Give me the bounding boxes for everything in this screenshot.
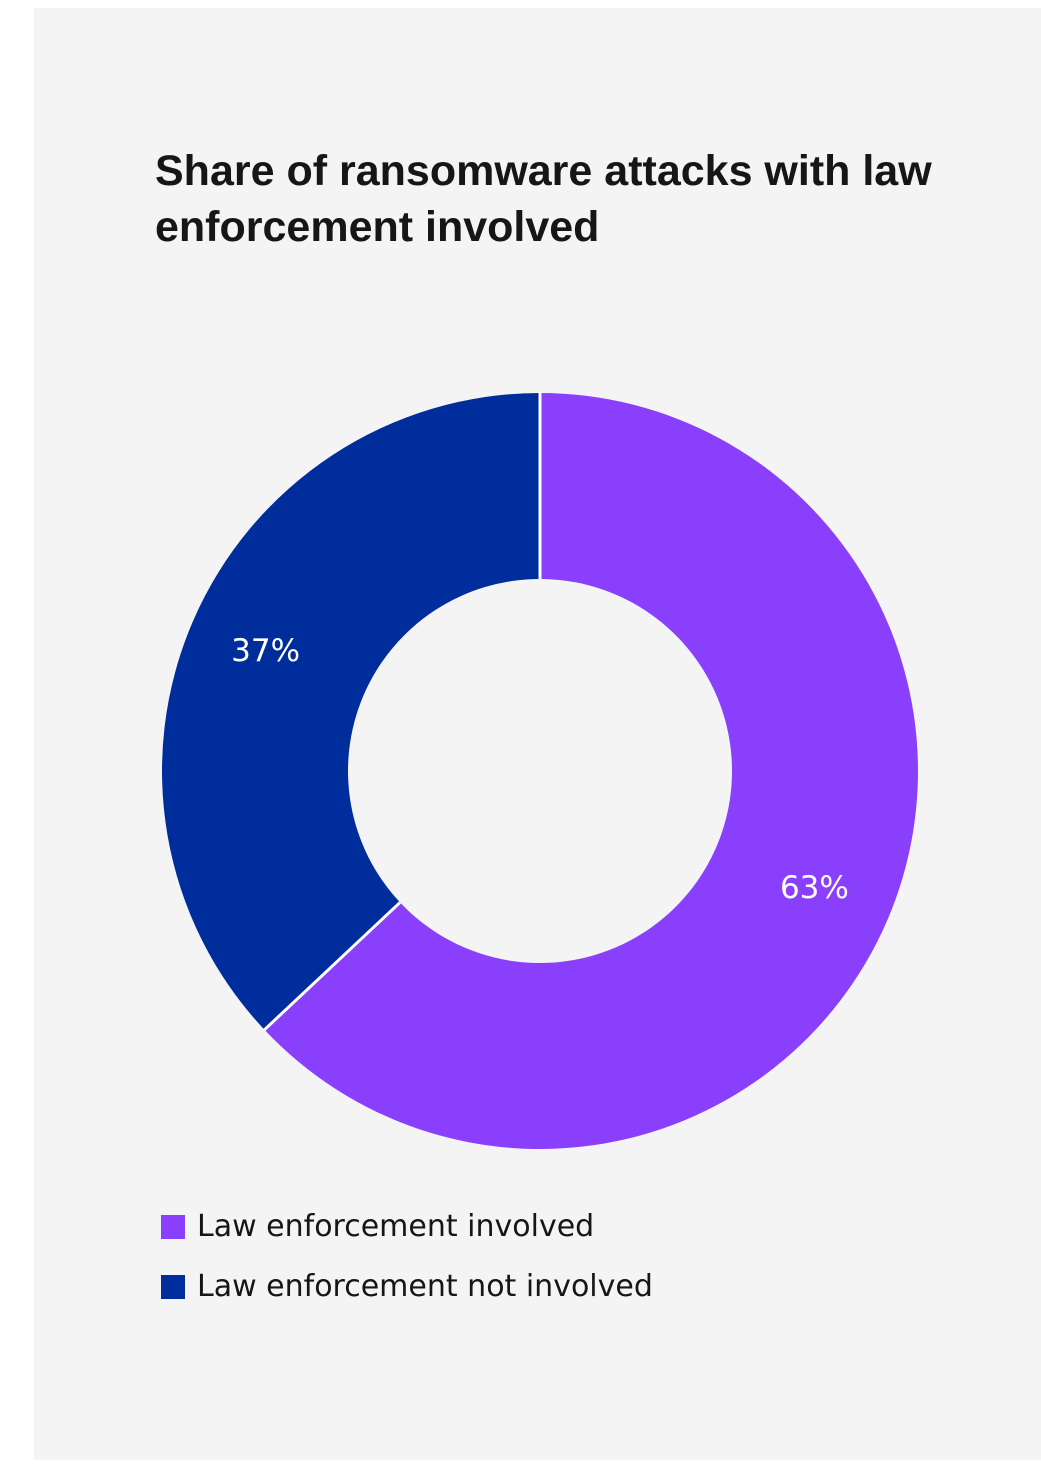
chart-card: Share of ransomware attacks with law enf… — [34, 8, 1041, 1460]
slice-divider-1 — [262, 901, 402, 1032]
legend-swatch-not-involved — [161, 1274, 185, 1299]
legend-label-involved: Law enforcement involved — [197, 1209, 595, 1244]
legend-item-not-involved: Law enforcement not involved — [161, 1264, 653, 1309]
legend: Law enforcement involved Law enforcement… — [161, 1204, 653, 1324]
data-label-involved: 63% — [780, 870, 849, 906]
legend-item-involved: Law enforcement involved — [161, 1204, 653, 1249]
slice-involved — [264, 393, 919, 1149]
donut-chart: 63% 37% — [162, 392, 919, 1149]
chart-title: Share of ransomware attacks with law enf… — [155, 147, 932, 251]
legend-swatch-involved — [161, 1214, 185, 1239]
data-label-not-involved: 37% — [231, 633, 300, 669]
slice-not-involved — [162, 393, 540, 1030]
legend-label-not-involved: Law enforcement not involved — [197, 1269, 653, 1304]
